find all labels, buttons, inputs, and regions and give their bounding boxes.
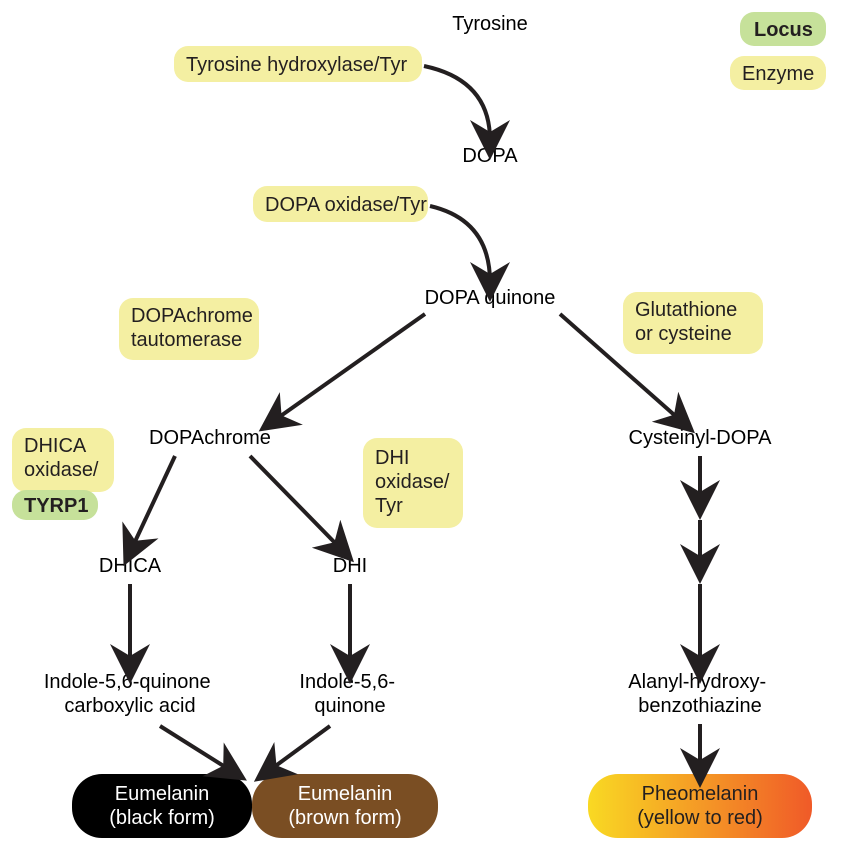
legend: Locus Enzyme — [730, 12, 826, 90]
svg-text:TYRP1: TYRP1 — [24, 495, 88, 517]
svg-text:Eumelanin: Eumelanin — [115, 783, 210, 805]
enzyme-dhica-oxidase: DHICA oxidase/ TYRP1 — [12, 428, 114, 520]
arrow-dopachrome-dhica — [132, 456, 175, 548]
enzyme-dopachrome-tautomerase: DOPAchrome tautomerase — [119, 298, 259, 360]
node-dopachrome: DOPAchrome — [149, 427, 271, 449]
node-dhi: DHI — [333, 555, 367, 577]
endpoint-eumelanin-brown: Eumelanin (brown form) — [252, 774, 438, 838]
enzyme-dopa-oxidase: DOPA oxidase/Tyr — [253, 186, 428, 222]
svg-text:(brown form): (brown form) — [288, 807, 401, 829]
node-dhica: DHICA — [99, 555, 162, 577]
enzyme-glutathione: Glutathione or cysteine — [623, 292, 763, 354]
enzyme-tyr-hydroxylase: Tyrosine hydroxylase/Tyr — [174, 46, 422, 82]
svg-text:Eumelanin: Eumelanin — [298, 783, 393, 805]
node-indole-quinone: Indole-5,6- quinone — [299, 671, 400, 717]
arrow-tyrosine-dopa — [424, 66, 490, 140]
svg-text:or cysteine: or cysteine — [635, 323, 732, 345]
enzyme-dhi-oxidase: DHI oxidase/ Tyr — [363, 438, 463, 528]
legend-locus-label: Locus — [754, 19, 813, 41]
node-cysteinyl-dopa: Cysteinyl-DOPA — [629, 427, 773, 449]
svg-text:DHICA: DHICA — [24, 435, 87, 457]
svg-text:Pheomelanin: Pheomelanin — [642, 783, 759, 805]
svg-text:DHI: DHI — [375, 447, 409, 469]
svg-text:oxidase/: oxidase/ — [24, 459, 99, 481]
node-alanyl: Alanyl-hydroxy- benzothiazine — [628, 671, 771, 717]
svg-text:tautomerase: tautomerase — [131, 329, 242, 351]
arrow-indole2-eumelanin — [270, 726, 330, 770]
legend-enzyme-label: Enzyme — [742, 63, 814, 85]
endpoint-eumelanin-black: Eumelanin (black form) — [72, 774, 252, 838]
svg-text:DOPA oxidase/Tyr: DOPA oxidase/Tyr — [265, 194, 427, 216]
node-dopa: DOPA — [462, 145, 518, 167]
svg-text:(black form): (black form) — [109, 807, 215, 829]
arrow-dopa-quinone — [430, 206, 490, 282]
svg-text:Tyrosine hydroxylase/Tyr: Tyrosine hydroxylase/Tyr — [186, 54, 408, 76]
endpoint-pheomelanin: Pheomelanin (yellow to red) — [588, 774, 812, 838]
svg-text:oxidase/: oxidase/ — [375, 471, 450, 493]
node-dopa-quinone: DOPA quinone — [425, 287, 556, 309]
arrow-quinone-dopachrome — [275, 314, 425, 420]
svg-text:Tyr: Tyr — [375, 495, 403, 517]
arrow-dopachrome-dhi — [250, 456, 340, 548]
node-tyrosine: Tyrosine — [452, 13, 528, 35]
pathway-diagram: Locus Enzyme Tyrosine DOPA DOPA quinone … — [0, 0, 855, 859]
svg-text:Glutathione: Glutathione — [635, 299, 737, 321]
node-indole-carboxylic: Indole-5,6-quinone carboxylic acid — [44, 671, 216, 717]
svg-text:(yellow to red): (yellow to red) — [637, 807, 763, 829]
arrow-indole1-eumelanin — [160, 726, 230, 770]
svg-text:DOPAchrome: DOPAchrome — [131, 305, 253, 327]
